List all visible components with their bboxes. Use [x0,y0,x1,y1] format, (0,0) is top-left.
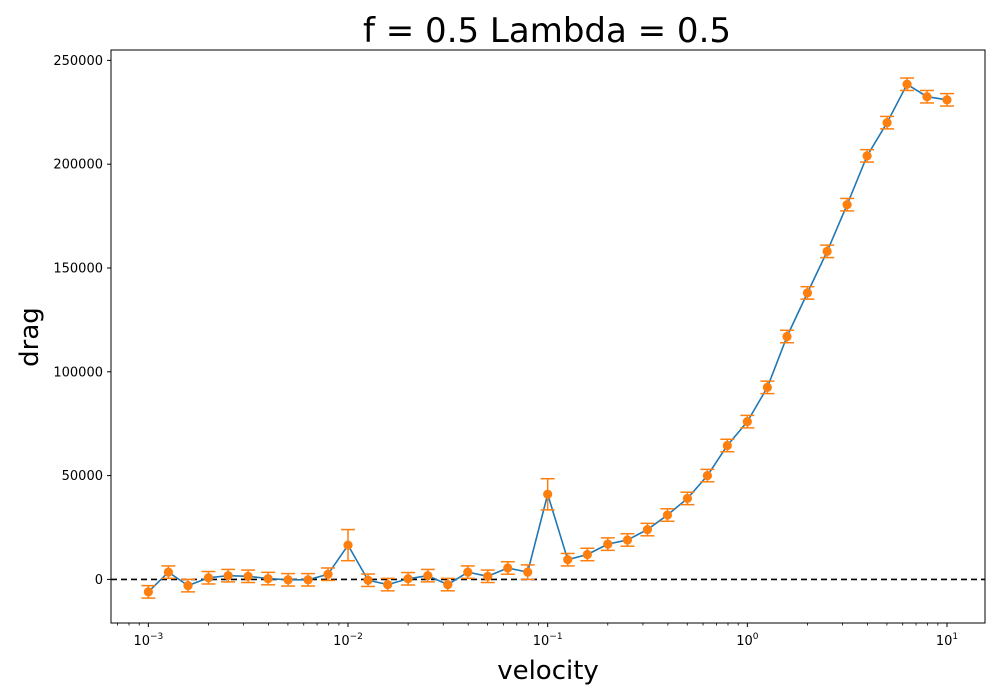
data-point [363,575,373,585]
data-point [782,331,792,342]
y-tick-label: 50000 [62,469,103,484]
data-point [463,567,473,577]
data-point [922,92,932,102]
data-point [303,575,313,585]
data-point [343,540,353,550]
data-point [862,151,872,161]
data-point [942,95,952,105]
series-line [147,83,948,593]
data-point [383,579,393,590]
y-tick-label: 100000 [53,365,103,380]
data-point [143,587,153,597]
data-point [902,79,912,89]
x-tick-label: 101 [936,632,958,649]
plot-frame [110,49,986,624]
data-point [183,581,193,591]
data-point [283,575,293,585]
y-tick-label: 150000 [53,261,103,276]
data-point [223,571,233,581]
chart-title: f = 0.5 Lambda = 0.5 [363,11,731,51]
data-point [882,118,892,128]
data-point [483,571,493,581]
x-tick-label: 10−1 [533,632,563,649]
data-point [403,574,413,584]
data-point [603,539,613,549]
data-point [762,382,772,392]
data-point [702,470,713,481]
data-point [563,555,573,565]
data-point [423,571,433,581]
data-point [443,579,453,590]
y-tick-label: 250000 [53,54,103,69]
y-axis-label: drag [15,307,45,367]
x-tick-label: 100 [736,632,759,649]
data-point [662,510,673,520]
data-point [622,535,633,545]
data-point [523,567,533,577]
y-tick-label: 0 [95,573,103,588]
data-point [842,200,852,210]
data-point [742,417,752,427]
data-point [163,567,173,577]
data-point [203,573,214,583]
y-tick-label: 200000 [53,158,103,173]
data-point [323,569,333,579]
x-tick-label: 10−2 [333,632,363,649]
x-axis-label: velocity [497,656,599,686]
data-point [243,571,253,581]
data-point [263,573,273,584]
data-point [642,524,653,535]
data-point [582,549,592,560]
data-point [543,489,553,499]
data-point [802,288,813,298]
x-tick-label: 10−3 [133,632,163,649]
axes: 0 50000 100000 150000 200000 250000 10−3 10−2 10… [53,54,958,649]
data-point [682,493,693,504]
data-point [822,246,832,256]
plot-area [111,77,985,599]
data-point [503,563,513,573]
data-point [722,440,732,451]
